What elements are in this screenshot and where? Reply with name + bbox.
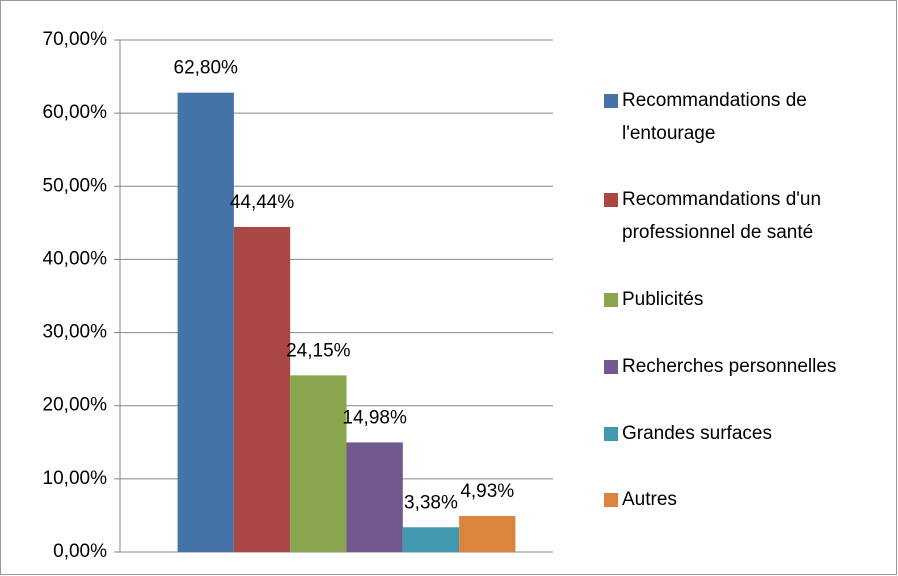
legend-label: Recommandations de l'entourage <box>622 89 807 144</box>
legend-swatch <box>604 359 618 374</box>
legend-item: Grandes surfaces <box>604 417 894 450</box>
data-label: 62,80% <box>174 58 239 79</box>
data-label: 14,98% <box>342 407 407 428</box>
data-label: 24,15% <box>286 340 351 361</box>
legend-label: Recherches personnelles <box>622 355 837 377</box>
legend-label: Grandes surfaces <box>622 422 772 444</box>
y-tick-label: 60,00% <box>43 102 108 123</box>
y-tick-label: 70,00% <box>43 29 108 50</box>
bar <box>290 375 347 552</box>
legend-item: Recherches personnelles <box>604 350 894 383</box>
bar <box>233 226 291 553</box>
y-tick-label: 20,00% <box>43 395 108 416</box>
legend-item: Publicités <box>604 283 894 316</box>
y-tick-label: 10,00% <box>43 468 108 489</box>
y-tick-label: 30,00% <box>43 322 108 343</box>
legend-item: Recommandations d'un professionnel de sa… <box>604 183 894 249</box>
y-tick-label: 0,00% <box>53 541 107 562</box>
bar <box>177 92 234 553</box>
bar <box>402 527 460 552</box>
legend-swatch <box>604 493 618 508</box>
y-tick-label: 40,00% <box>43 248 108 269</box>
data-label: 44,44% <box>230 192 295 213</box>
legend-swatch <box>604 426 618 441</box>
legend-label: Autres <box>622 489 677 511</box>
legend-item: Recommandations de l'entourage <box>604 84 894 150</box>
bar <box>346 442 403 552</box>
legend-swatch <box>604 193 618 208</box>
legend-label: Recommandations d'un professionnel de sa… <box>622 189 822 244</box>
legend-item: Autres <box>604 483 894 516</box>
legend-swatch <box>604 293 618 308</box>
legend-swatch <box>604 93 618 108</box>
data-label: 3,38% <box>404 492 458 513</box>
legend-label: Publicités <box>622 289 704 311</box>
bar <box>459 515 516 552</box>
y-tick-label: 50,00% <box>43 175 108 196</box>
data-label: 4,93% <box>460 481 514 502</box>
legend: Recommandations de l'entourage Recommanda… <box>604 50 894 550</box>
